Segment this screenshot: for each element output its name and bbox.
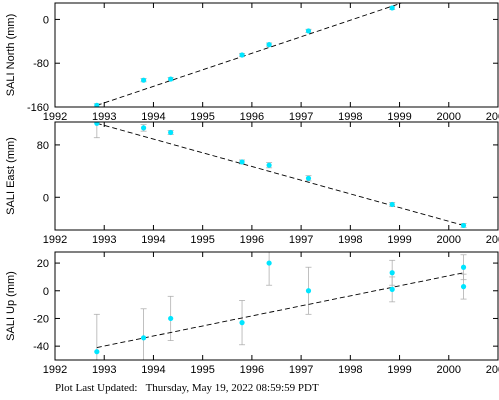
x-tick-label: 2000 [437,364,461,376]
x-tick-label: 1994 [141,364,165,376]
x-tick-label: 1999 [387,364,411,376]
trend-line [96,122,464,226]
panel-frame [54,2,499,108]
x-tick-label: 1994 [141,234,165,246]
x-tick-label: 1993 [92,111,116,123]
data-point [239,52,245,58]
y-tick-label: -160 [27,102,49,114]
panel-3: 1992 1993 1994 1995 1996 1997 1998 1999 2000 2001… [5,251,499,376]
x-tick-label: 1999 [387,111,411,123]
x-tick-label: 1997 [289,234,313,246]
x-tick-label: 1996 [240,364,264,376]
x-tick-label: 2000 [437,111,461,123]
y-tick-label: -40 [33,341,49,353]
plot-area [93,122,467,229]
x-tick-label: 2001 [486,111,499,123]
data-point [266,42,272,48]
data-point [305,28,312,34]
data-point [94,102,100,107]
x-tick-label: 2001 [486,234,499,246]
y-axis-label: SALI North (mm) [5,14,17,97]
x-tick-label: 1993 [92,364,116,376]
x-tick-label: 1995 [190,364,214,376]
footer-timestamp: Thursday, May 19, 2022 08:59:59 PDT [145,382,319,394]
data-point [168,76,174,82]
data-point [460,222,467,229]
x-tick-label: 1994 [141,111,165,123]
data-point [239,159,245,165]
data-point [141,335,147,341]
data-point [460,284,467,290]
x-tick-label: 1996 [240,111,264,123]
data-point [168,129,174,136]
data-point [239,320,245,326]
plot-area [93,252,467,360]
data-point [460,264,467,270]
y-tick-label: -80 [33,58,49,70]
y-tick-label: -20 [33,313,49,325]
x-tick-label: 1993 [92,234,116,246]
y-tick-label: 0 [43,192,49,204]
trend-line [96,272,464,348]
x-tick-label: 1992 [43,364,67,376]
x-tick-label: 2000 [437,234,461,246]
x-tick-label: 1995 [190,111,214,123]
data-point [266,260,272,266]
y-axis-label: SALI Up (mm) [5,271,17,341]
data-point [94,349,100,355]
panel-frame [54,251,499,361]
y-tick-label: 0 [43,14,49,26]
y-axis-label: SALI East (mm) [5,137,17,215]
data-point [389,5,395,11]
data-point [389,286,395,292]
y-tick-label: 0 [43,286,49,298]
x-tick-label: 1995 [190,234,214,246]
panel-frame [54,121,499,231]
x-tick-label: 2001 [486,364,499,376]
data-point [305,175,312,181]
x-tick-label: 1996 [240,234,264,246]
data-point [168,315,174,322]
data-point [141,125,147,131]
plot-last-updated: Plot Last Updated: Thursday, May 19, 202… [55,382,319,394]
data-point [305,288,312,294]
data-point [94,122,100,126]
x-tick-label: 1997 [289,111,313,123]
panel-2: 1992 1993 1994 1995 1996 1997 1998 1999 2000 2001… [5,121,499,246]
trend-line [96,3,404,106]
panel-1: 1992 1993 1994 1995 1996 1997 1998 1999 2000 2001… [5,2,499,123]
x-tick-label: 1992 [43,234,67,246]
data-point [141,77,147,83]
plot-area [93,3,404,107]
y-tick-label: 20 [37,258,49,270]
footer-prefix: Plot Last Updated: [55,382,138,394]
data-point [266,162,272,168]
y-tick-label: 80 [37,140,49,152]
x-tick-label: 1999 [387,234,411,246]
data-point [389,270,395,276]
data-point [389,201,395,208]
x-tick-label: 1998 [338,364,362,376]
x-tick-label: 1997 [289,364,313,376]
x-tick-label: 1992 [43,111,67,123]
x-tick-label: 1998 [338,111,362,123]
x-tick-label: 1998 [338,234,362,246]
